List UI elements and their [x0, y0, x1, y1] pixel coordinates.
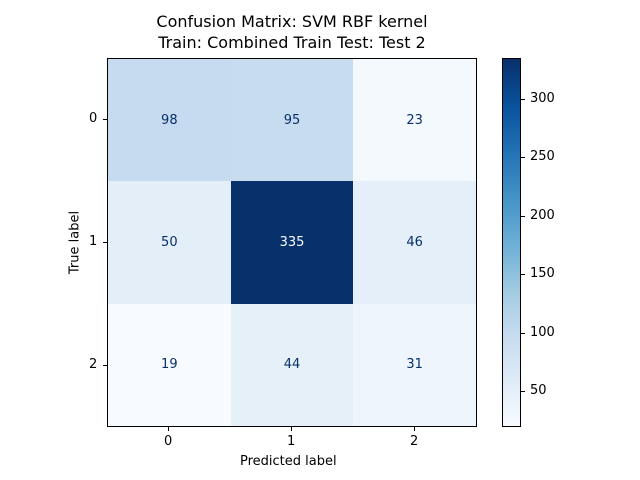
- heatmap-grid: 98 95 23 50 335 46 19 44 31: [108, 59, 476, 426]
- y-tick: [103, 119, 107, 120]
- colorbar-tick: [521, 391, 525, 392]
- x-tick: [414, 427, 415, 431]
- colorbar-tick-label: 100: [530, 325, 555, 340]
- heatmap-cell: 44: [230, 303, 354, 426]
- heatmap-cell: 31: [353, 303, 476, 426]
- heatmap-cell: 335: [230, 181, 354, 304]
- x-axis-label: Predicted label: [240, 454, 337, 469]
- colorbar-tick: [521, 274, 525, 275]
- colorbar-tick-label: 300: [530, 91, 555, 106]
- colorbar-tick: [521, 157, 525, 158]
- y-axis-label: True label: [67, 210, 83, 275]
- y-tick-label: 2: [89, 357, 98, 372]
- x-tick-label: 2: [410, 434, 419, 449]
- colorbar-tick-label: 150: [530, 266, 555, 281]
- heatmap-axes: 98 95 23 50 335 46 19 44 31: [107, 58, 477, 427]
- y-tick: [103, 365, 107, 366]
- x-tick-label: 0: [164, 434, 173, 449]
- colorbar-tick-label: 250: [530, 149, 555, 164]
- x-tick: [291, 427, 292, 431]
- y-tick-label: 1: [89, 234, 98, 249]
- colorbar-tick-label: 200: [530, 208, 555, 223]
- colorbar-tick-label: 50: [530, 383, 547, 398]
- heatmap-cell: 95: [230, 59, 354, 182]
- heatmap-cell: 23: [353, 59, 476, 182]
- heatmap-cell: 46: [353, 181, 476, 304]
- heatmap-cell: 98: [108, 59, 231, 182]
- colorbar-tick: [521, 333, 525, 334]
- heatmap-cell: 19: [108, 303, 231, 426]
- chart-title: Confusion Matrix: SVM RBF kernel: [156, 12, 428, 31]
- colorbar-tick: [521, 99, 525, 100]
- chart-subtitle: Train: Combined Train Test: Test 2: [158, 33, 426, 52]
- heatmap-cell: 50: [108, 181, 231, 304]
- x-tick: [168, 427, 169, 431]
- y-tick-label: 0: [89, 111, 98, 126]
- x-tick-label: 1: [287, 434, 296, 449]
- colorbar-tick: [521, 216, 525, 217]
- colorbar: [502, 58, 521, 427]
- y-tick: [103, 242, 107, 243]
